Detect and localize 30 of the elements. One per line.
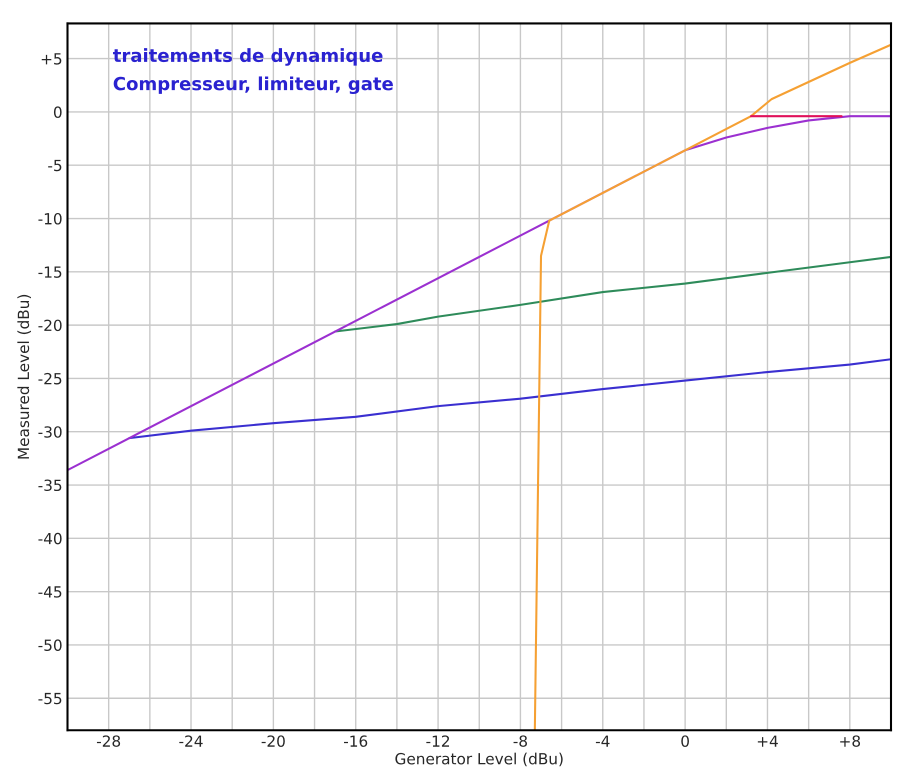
- x-tick-label: -28: [96, 735, 120, 747]
- x-tick-label: -4: [596, 736, 610, 747]
- y-axis-title: Measured Level (dBu): [17, 294, 31, 459]
- line-series: [534, 44, 891, 730]
- line-series: [334, 256, 891, 333]
- y-tick-label: -40: [38, 532, 62, 544]
- x-tick-label: +8: [840, 735, 860, 747]
- line-series: [128, 358, 891, 440]
- y-tick-label: -30: [38, 426, 62, 438]
- y-tick-label: -55: [38, 692, 62, 704]
- x-tick-label: -20: [262, 735, 285, 747]
- y-tick-label: -10: [38, 212, 62, 225]
- y-tick-label: -25: [38, 372, 62, 384]
- y-tick-label: -45: [38, 586, 62, 598]
- text: Compresseur, limiteur, gate: [114, 76, 393, 94]
- y-tick-label: -5: [48, 160, 62, 172]
- x-tick-label: -24: [179, 735, 203, 747]
- x-tick-label: -12: [426, 735, 450, 747]
- y-tick-label: +5: [42, 53, 62, 65]
- x-tick-label: -16: [344, 735, 368, 747]
- text: traitements de dynamique: [113, 48, 382, 66]
- x-tick-label: +4: [758, 736, 778, 747]
- y-tick-label: 0: [54, 106, 62, 118]
- y-tick-label: -35: [38, 480, 62, 492]
- x-tick-label: 0: [681, 735, 689, 747]
- y-tick-label: -50: [38, 639, 62, 651]
- x-axis-title: Generator Level (dBu): [395, 752, 563, 766]
- y-tick-label: -20: [38, 320, 62, 332]
- x-tick-label: -8: [514, 735, 527, 747]
- y-tick-label: -15: [38, 266, 62, 278]
